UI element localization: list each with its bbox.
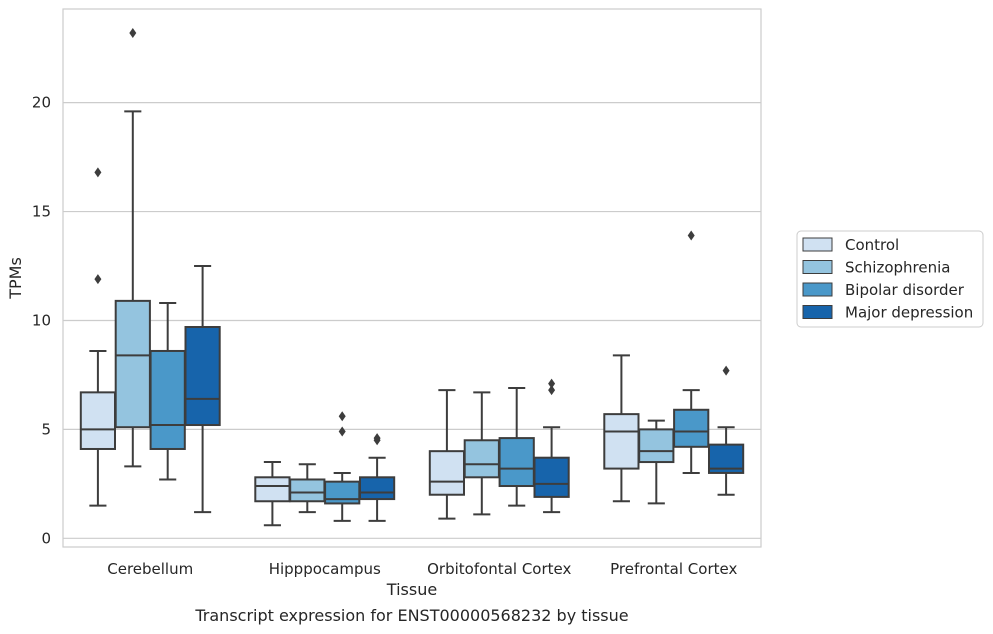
y-tick-label: 20 xyxy=(32,94,51,112)
box-iqr xyxy=(358,476,396,501)
chart-caption: Transcript expression for ENST0000056823… xyxy=(194,606,628,625)
legend-swatch xyxy=(802,237,833,252)
box-iqr xyxy=(254,476,291,503)
legend-frame xyxy=(796,230,984,328)
legend-swatch xyxy=(802,282,833,297)
box-iqr xyxy=(428,450,466,496)
box-group xyxy=(324,411,361,522)
boxes xyxy=(79,27,745,527)
box-group xyxy=(638,419,675,505)
x-tick-label: Orbitofontal Cortex xyxy=(427,560,571,578)
x-axis-ticks: Cerebellum Hipppocampus Orbitofontal Corte… xyxy=(107,560,737,578)
box-group xyxy=(498,386,535,507)
box-group xyxy=(184,265,221,514)
y-tick-label: 0 xyxy=(41,529,51,547)
box-group xyxy=(533,378,570,514)
box-iqr xyxy=(498,437,535,488)
outlier-point xyxy=(373,433,381,444)
box-iqr xyxy=(463,439,500,479)
box-iqr xyxy=(184,326,221,427)
outlier-point xyxy=(129,27,137,38)
plot-frame xyxy=(62,8,762,548)
x-tick-label: Hipppocampus xyxy=(269,560,381,578)
outlier-point xyxy=(722,365,730,376)
box-iqr xyxy=(324,480,361,505)
y-tick-label: 15 xyxy=(32,203,51,221)
outlier-point xyxy=(338,411,346,422)
legend-label: Control xyxy=(845,236,899,254)
legend-label: Bipolar disorder xyxy=(845,281,965,299)
legend-swatch xyxy=(802,260,833,274)
y-tick-label: 5 xyxy=(41,420,51,438)
outlier-point xyxy=(548,385,556,396)
y-axis-ticks: 0 5 10 15 20 xyxy=(32,94,51,548)
box-group xyxy=(673,230,710,474)
outlier-point xyxy=(548,378,556,389)
box-group xyxy=(428,389,466,520)
outlier-point xyxy=(94,274,102,285)
box-group xyxy=(289,463,326,514)
box-group xyxy=(254,461,291,527)
box-iqr xyxy=(79,391,117,450)
x-tick-label: Prefrontal Cortex xyxy=(610,560,737,578)
x-tick-label: Cerebellum xyxy=(107,560,193,578)
box-group xyxy=(79,167,117,507)
legend-label: Schizophrenia xyxy=(845,259,950,277)
box-iqr xyxy=(673,408,710,448)
outlier-point xyxy=(687,230,695,241)
box-iqr xyxy=(638,428,675,464)
box-group xyxy=(114,27,151,468)
box-iqr xyxy=(289,478,326,503)
legend-swatch xyxy=(802,305,833,319)
legend-label: Major depression xyxy=(845,304,973,322)
outlier-point xyxy=(338,426,346,437)
box-group xyxy=(463,391,500,516)
y-axis-label: TPMs xyxy=(6,257,25,300)
outlier-point xyxy=(94,167,102,178)
box-iqr xyxy=(149,349,186,450)
legend: Control Schizophrenia Bipolar disorder Majo… xyxy=(796,230,984,328)
x-axis-label: Tissue xyxy=(386,580,437,599)
box-group xyxy=(707,365,745,496)
box-group xyxy=(358,433,396,522)
box-iqr xyxy=(114,299,151,429)
y-tick-label: 10 xyxy=(32,311,51,329)
box-iqr xyxy=(603,413,640,470)
box-iqr xyxy=(533,456,570,498)
box-group xyxy=(149,302,186,481)
box-group xyxy=(603,354,640,503)
